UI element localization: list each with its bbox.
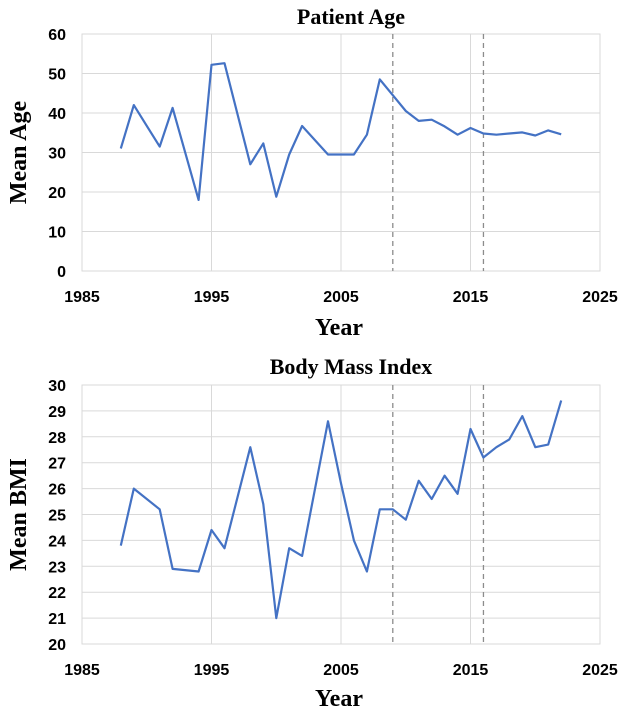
chart-bmi-x-tick-label: 1995 [194, 662, 230, 679]
chart-patient-age-x-axis-label: Year [315, 315, 363, 341]
chart-patient-age-y-tick-label: 40 [48, 106, 66, 123]
chart-patient-age-y-tick-label: 30 [48, 146, 66, 163]
chart-bmi-y-tick-label: 23 [48, 559, 66, 576]
chart-patient-age-y-tick-label: 0 [57, 264, 66, 281]
chart-patient-age-title: Patient Age [297, 4, 405, 29]
chart-bmi-series-line [119, 400, 563, 620]
chart-bmi-y-tick-label: 27 [48, 456, 66, 473]
chart-patient-age-x-tick-label: 1995 [194, 289, 230, 306]
chart-patient-age-y-tick-label: 10 [48, 225, 66, 242]
chart-patient-age-y-tick-label: 60 [48, 27, 66, 44]
chart-bmi-y-tick-label: 24 [48, 533, 66, 550]
chart-patient-age-series-line [119, 62, 562, 201]
chart-bmi-title: Body Mass Index [270, 357, 433, 379]
chart-bmi-y-tick-label: 30 [48, 378, 66, 395]
chart-bmi-y-axis-label: Mean BMI [6, 458, 32, 571]
patient-age-chart: 0 10 20 30 40 50 60 1985 1995 2005 2015 2025 Patient… [6, 4, 618, 341]
chart-bmi-y-tick-label: 26 [48, 482, 66, 499]
chart-patient-age-y-tick-label: 20 [48, 185, 66, 202]
chart-patient-age-x-tick-label: 2005 [323, 289, 359, 306]
chart-bmi-x-tick-label: 2025 [582, 662, 618, 679]
chart-patient-age-x-tick-label: 2025 [582, 289, 618, 306]
chart-bmi-y-tick-label: 20 [48, 637, 66, 654]
chart-patient-age-y-tick-label: 50 [48, 67, 66, 84]
chart-bmi-y-tick-label: 21 [48, 611, 66, 628]
chart-bmi-y-tick-label: 28 [48, 430, 66, 447]
chart-bmi-x-tick-label: 2015 [453, 662, 489, 679]
chart-bmi-y-tick-label: 29 [48, 404, 66, 421]
chart-bmi-x-axis-label: Year [315, 686, 363, 712]
chart-bmi-x-tick-label: 2005 [323, 662, 359, 679]
chart-patient-age-x-tick-label: 1985 [64, 289, 100, 306]
chart-bmi-y-tick-label: 25 [48, 508, 66, 525]
chart-patient-age-x-tick-label: 2015 [453, 289, 489, 306]
chart-bmi-y-tick-label: 22 [48, 585, 66, 602]
chart-bmi-x-tick-label: 1985 [64, 662, 100, 679]
chart-patient-age-y-axis-label: Mean Age [6, 100, 32, 204]
body-mass-index-chart: 20 21 22 23 24 25 26 27 28 29 30 1985 1995 2005 2015 20… [6, 357, 618, 712]
